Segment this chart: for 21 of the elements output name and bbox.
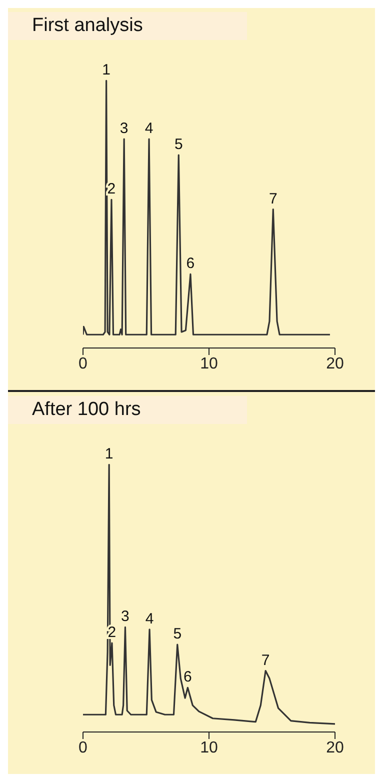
annotation: 4 xyxy=(145,610,154,628)
annotation: 1 xyxy=(102,62,110,79)
annotation: 3 xyxy=(120,120,128,137)
annotation: 5 xyxy=(173,626,182,643)
x-tick-label: 0 xyxy=(78,355,88,372)
annotation: 4 xyxy=(144,120,154,137)
annotation: 1 xyxy=(104,446,114,463)
annotation: 7 xyxy=(268,190,278,208)
annotation: 5 xyxy=(174,136,183,154)
x-tick-label: 20 xyxy=(326,355,344,372)
x-tick-label: 0 xyxy=(78,739,88,756)
annotation: 7 xyxy=(261,652,270,669)
annotation: 3 xyxy=(121,608,130,626)
x-tick-label: 10 xyxy=(200,355,218,372)
chart-title: After 100 hrs xyxy=(8,396,247,424)
annotation: 2 xyxy=(107,180,116,198)
annotation: 6 xyxy=(184,668,192,686)
x-tick-label: 20 xyxy=(326,739,344,756)
annotation: 6 xyxy=(186,255,195,272)
chart-title: First analysis xyxy=(8,12,247,40)
x-tick-label: 10 xyxy=(200,739,218,756)
